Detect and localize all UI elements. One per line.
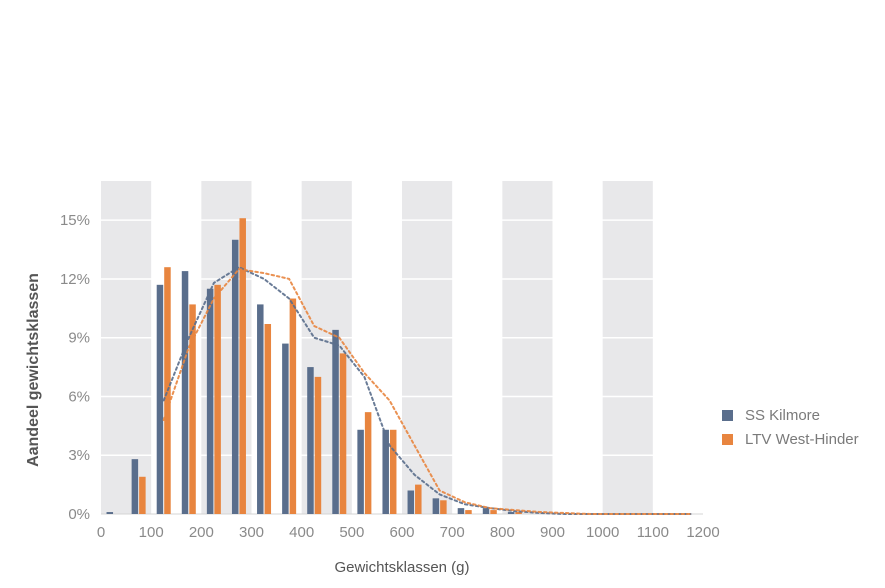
y-tick-label: 0% <box>68 506 90 523</box>
bar-westhinder-75 <box>139 476 146 514</box>
bar-kilmore-425 <box>307 367 314 514</box>
shaded-band-4 <box>502 181 553 514</box>
bar-westhinder-175 <box>189 304 196 514</box>
shaded-band-3 <box>402 181 453 514</box>
x-tick-label: 300 <box>239 524 264 541</box>
x-tick-label: 900 <box>540 524 565 541</box>
y-tick-label: 9% <box>68 330 90 347</box>
x-tick-label: 400 <box>289 524 314 541</box>
legend-swatch-westhinder <box>722 434 733 445</box>
bar-westhinder-825 <box>515 512 522 514</box>
bar-westhinder-475 <box>339 353 347 514</box>
trendlines <box>162 266 692 515</box>
bar-kilmore-275 <box>231 239 239 514</box>
bar-westhinder-675 <box>440 500 447 514</box>
x-tick-label: 1100 <box>637 524 669 541</box>
legend: SS Kilmore LTV West-Hinder <box>722 407 859 448</box>
bar-westhinder-575 <box>389 429 397 514</box>
legend-label-kilmore: SS Kilmore <box>745 407 820 424</box>
bar-westhinder-375 <box>289 298 297 514</box>
bar-kilmore-825 <box>507 512 515 514</box>
x-tick-label: 500 <box>339 524 364 541</box>
legend-label-westhinder: LTV West-Hinder <box>745 431 859 448</box>
y-tick-label: 6% <box>68 388 90 405</box>
bar-kilmore-775 <box>482 508 490 514</box>
bar-kilmore-225 <box>206 288 214 514</box>
bar-westhinder-525 <box>364 412 372 514</box>
x-tick-label: 700 <box>440 524 465 541</box>
bar-westhinder-225 <box>214 284 221 514</box>
y-tick-label: 3% <box>68 447 90 464</box>
gridlines <box>101 219 703 515</box>
x-tick-label: 1200 <box>686 524 719 541</box>
trendline-westhinder <box>162 268 692 515</box>
bar-kilmore-175 <box>181 271 189 514</box>
x-axis-label: Gewichtsklassen (g) <box>334 559 469 576</box>
bar-kilmore-325 <box>257 304 264 514</box>
bar-kilmore-475 <box>332 329 339 514</box>
x-tick-label: 800 <box>490 524 515 541</box>
bar-kilmore-725 <box>457 508 465 514</box>
bar-kilmore-25 <box>106 512 114 514</box>
x-tick-label: 100 <box>139 524 164 541</box>
y-tick-label: 15% <box>60 212 90 229</box>
bar-kilmore-575 <box>382 429 389 514</box>
x-tick-label: 600 <box>389 524 414 541</box>
bar-westhinder-625 <box>415 484 422 514</box>
x-tick-label: 200 <box>189 524 214 541</box>
x-tick-label: 0 <box>97 524 105 541</box>
bar-kilmore-125 <box>156 284 164 514</box>
bar-kilmore-675 <box>432 498 440 514</box>
shaded-band-0 <box>101 181 152 514</box>
x-tick-labels: 0 100 200 300 400 500 600 700 800 900 1000 1100 1200 <box>97 524 720 541</box>
y-tick-labels: 0% 3% 6% 9% 12% 15% <box>60 212 90 523</box>
y-tick-label: 12% <box>60 271 90 288</box>
bar-westhinder-725 <box>465 510 472 514</box>
bar-kilmore-525 <box>357 429 364 514</box>
legend-swatch-kilmore <box>722 410 733 421</box>
x-tick-label: 1000 <box>586 524 619 541</box>
bars <box>106 218 522 514</box>
bar-westhinder-775 <box>490 510 497 514</box>
shaded-band-5 <box>602 181 653 514</box>
bar-westhinder-325 <box>264 323 272 514</box>
bar-kilmore-375 <box>282 343 289 514</box>
bar-kilmore-75 <box>131 459 139 514</box>
bar-kilmore-625 <box>407 490 415 514</box>
trendline-kilmore <box>162 266 692 515</box>
y-axis-label: Aandeel gewichtsklassen <box>25 273 42 467</box>
bar-westhinder-425 <box>314 376 322 514</box>
bar-westhinder-275 <box>239 218 246 514</box>
